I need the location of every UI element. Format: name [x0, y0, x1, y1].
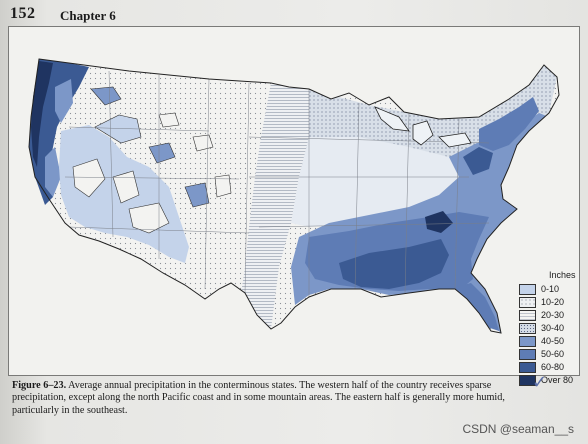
legend-label: Over 80 [541, 375, 574, 385]
legend-swatch [519, 284, 536, 295]
legend-label: 40-50 [541, 336, 565, 346]
legend-item: 10-20 [519, 297, 588, 310]
legend-item: 0-10 [519, 284, 588, 297]
legend-label: 0-10 [541, 284, 560, 294]
caption-text: Average annual precipitation in the cont… [12, 380, 505, 416]
legend-item: 30-40 [519, 323, 588, 336]
watermark: CSDN @seaman__s [462, 422, 574, 436]
legend-label: 10-20 [541, 297, 565, 307]
legend-item: 50-60 [519, 349, 588, 362]
chapter-title: Chapter 6 [60, 8, 116, 23]
legend-item: 20-30 [519, 310, 588, 323]
legend-swatch [519, 375, 536, 386]
legend-label: 60-80 [541, 362, 565, 372]
legend-swatch [519, 310, 536, 321]
legend-swatch [519, 336, 536, 347]
figure-label: Figure 6–23. [12, 380, 67, 391]
legend-label: 20-30 [541, 310, 565, 320]
legend-item: Over 80 [519, 375, 588, 388]
legend-label: 50-60 [541, 349, 565, 359]
legend-swatch [519, 323, 536, 334]
legend-swatch [519, 297, 536, 308]
figure-frame: Inches 0-10 10-20 20-30 30-40 40-50 [8, 26, 580, 386]
legend-item: 40-50 [519, 336, 588, 349]
pen-checkmark: ✓ [532, 372, 548, 393]
legend-swatch [519, 349, 536, 360]
page-number: 152 [10, 5, 36, 22]
legend-item: 60-80 [519, 362, 588, 375]
legend-swatch [519, 362, 536, 373]
precipitation-map [28, 58, 560, 334]
legend-label: 30-40 [541, 323, 565, 333]
legend-title: Inches [549, 270, 576, 280]
figure-caption: Figure 6–23. Average annual precipitatio… [12, 380, 512, 417]
